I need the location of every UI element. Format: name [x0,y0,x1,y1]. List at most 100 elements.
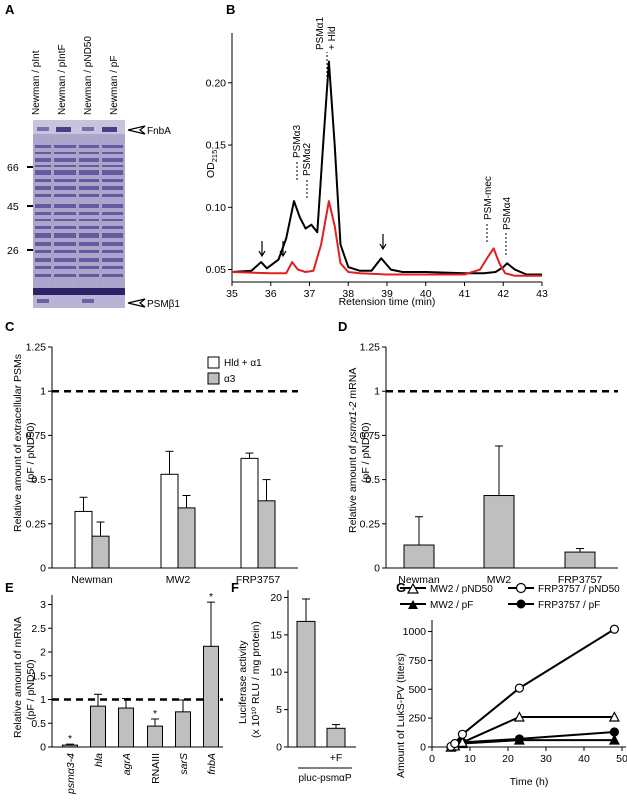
d-ytick-label: 1.25 [360,342,381,354]
b-ytick-label: 0.10 [206,202,227,214]
c-bar-alpha3 [91,535,110,569]
c-ytick-label: 0.5 [31,474,46,486]
c-ylabel-2: (pF / pND50) [25,422,37,483]
g-line-frp3757-pnd50 [450,628,615,748]
f-bar [296,620,316,748]
e-bar [203,645,219,748]
d-category-label: Newman [398,574,440,586]
panel-letter-d: D [338,319,347,334]
lane-label-4: Newman / pF [109,56,120,115]
e-ytick-label: 0.5 [31,718,46,730]
peak-psm-alpha1: PSMα1 [315,17,326,50]
marker-66: 66 [7,162,19,174]
b-xlabel: Retension time (min) [339,296,436,308]
c-chart: 0 0.25 0.5 0.75 1 1.25 Newman MW2 FRP3757 [26,342,298,586]
e-ylabel-1: Relative amount of mRNA [12,617,24,738]
g-legend: MW2 / pND50 FRP3757 / pND50 MW2 / pF FRP… [400,582,620,611]
psm-beta1-pointer: PSMβ1 [127,298,180,310]
c-ylabel-1: Relative amount of extracellular PSMs [12,354,24,532]
e-ytick-label: 1 [40,694,46,706]
f-ytick-label: 5 [276,704,282,716]
b-ytick-label: 0.05 [206,264,227,276]
c-legend-label-2: α3 [224,374,236,385]
g-chart: 0 250 500 750 1000 0 10 20 30 40 50 [403,620,627,765]
g-xtick-label: 50 [616,753,627,765]
d-ytick-label: 0.75 [360,430,381,442]
f-ylabel-1: Luciferase activity [237,640,249,724]
b-xtick-label: 41 [459,288,471,300]
g-legend-label-2: FRP3757 / pND50 [538,584,620,595]
e-bar [90,705,106,748]
e-bar [118,707,134,748]
g-ytick-label: 500 [408,684,426,696]
g-point-frp3757-pf [514,734,525,744]
g-point-mw2-pf [608,734,620,745]
c-bar-hld-alpha1 [74,510,93,569]
panel-letter-e: E [5,580,14,595]
g-xtick-label: 20 [502,753,514,765]
f-ytick-label: 20 [270,592,282,604]
e-category-label: sarS [178,753,190,775]
g-legend-open-triangle [406,582,420,594]
peak-psm-alpha3: PSMα3 [292,125,303,158]
gel-image [33,120,125,308]
d-ylabel-2: (pF / pND50) [360,422,372,483]
g-ytick-label: 750 [408,655,426,667]
g-point-mw2-pnd50 [456,736,468,747]
b-xtick-label: 43 [536,288,548,300]
fnba-label: FnbA [147,126,171,137]
e-ytick-label: 1.5 [31,670,46,682]
g-legend-label-3: MW2 / pF [430,600,473,611]
g-xtick-label: 40 [578,753,590,765]
e-significance-star: * [153,708,157,720]
panel-letter-a: A [5,2,15,17]
b-peak-annotations: PSMα1 + Hld PSMα3 PSMα2 PSM-mec PSMα4 [258,17,513,258]
c-category-label: FRP3757 [236,574,281,586]
peak-psm-mec: PSM-mec [483,176,494,220]
c-bar-hld-alpha1 [160,473,179,569]
d-ytick-label: 1 [374,386,380,398]
b-arrows [258,234,387,258]
c-bar-hld-alpha1 [240,457,259,569]
d-ylabel-1: Relative amount of psmα1-2 mRNA [347,368,359,533]
b-ytick-label: 0.15 [206,140,227,152]
c-category-label: MW2 [166,574,191,586]
e-category-label: psmα3-4 [65,753,77,795]
f-ylabel-2: (x 10¹⁰ RLU / mg protein) [250,621,262,738]
d-category-label: MW2 [487,574,512,586]
d-chart: 0 0.25 0.5 0.75 1 1.25 Newman MW2 FRP3757 [360,342,618,586]
c-legend-swatch-2 [207,372,220,385]
g-ytick-label: 250 [408,713,426,725]
g-point-frp3757-pnd50 [450,738,460,749]
g-point-mw2-pnd50 [608,711,620,722]
e-significance-star: * [209,591,213,603]
fnba-pointer: FnbA [127,125,171,137]
b-ylabel: OD215 [205,150,219,178]
c-legend-label-1: Hld + α1 [224,358,262,369]
c-ytick-label: 0.25 [26,518,47,530]
lane-label-2: Newman / pIntF [57,44,68,115]
panel-a: A Newman / pInt Newman / pIntF Newman / … [5,2,180,310]
panel-letter-f: F [231,580,239,595]
e-ytick-label: 2 [40,647,46,659]
d-ytick-label: 0.5 [365,474,380,486]
g-xlabel: Time (h) [510,776,549,788]
e-bar [175,711,191,748]
c-legend: Hld + α1 α3 [207,356,262,385]
e-ytick-label: 0 [40,742,46,754]
b-traces [231,60,542,277]
d-bar [483,495,515,569]
e-category-label: RNAIII [150,753,162,784]
panel-e: E Relative amount of mRNA (pF / pND50) 0… [5,580,223,795]
f-ytick-label: 15 [270,629,282,641]
c-ytick-label: 1.25 [26,342,47,354]
e-ylabel-2: (pF / pND50) [25,659,37,720]
g-xtick-label: 10 [464,753,476,765]
g-legend-open-circle [515,582,527,594]
b-axes: 0.05 0.10 0.15 0.20 35 36 37 38 39 40 41 42 43 [206,33,548,300]
e-ytick-label: 2.5 [31,623,46,635]
c-bar-alpha3 [177,507,196,569]
c-ytick-label: 1 [40,386,46,398]
peak-psm-alpha2: PSMα2 [302,143,313,176]
